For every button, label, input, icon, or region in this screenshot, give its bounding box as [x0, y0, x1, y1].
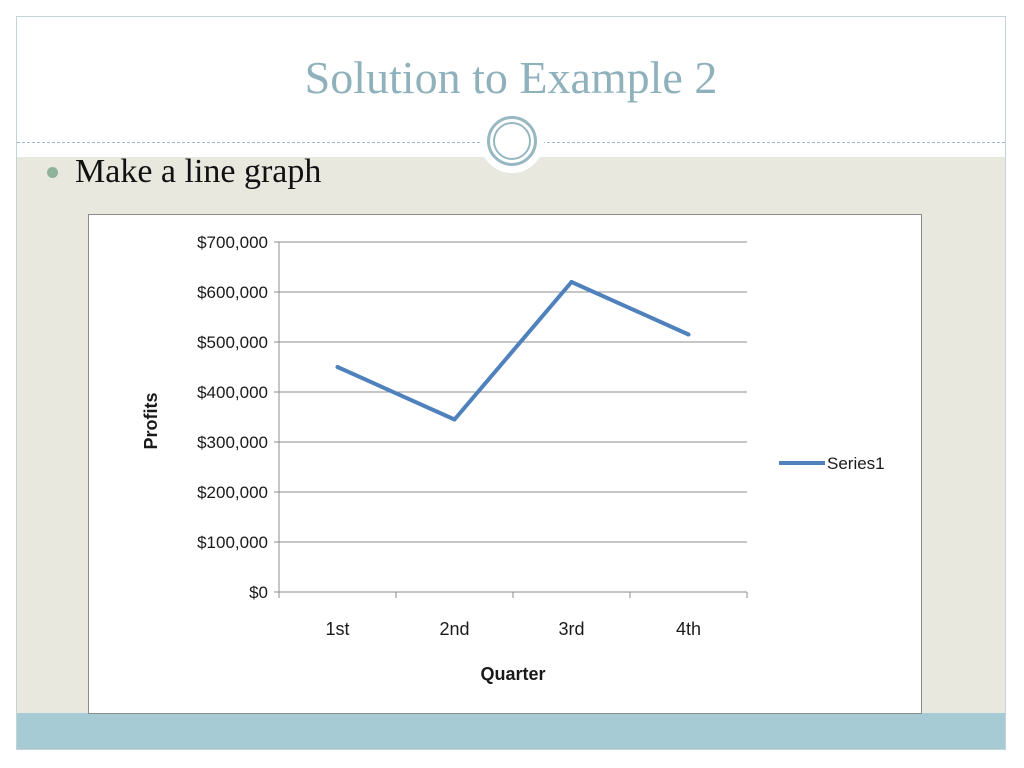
x-axis-label: Quarter	[480, 664, 545, 684]
chart-canvas: $0 $100,000 $200,000 $300,000 $400,000 $500,0…	[141, 233, 885, 684]
bullet-item: Make a line graph	[47, 153, 321, 191]
legend-entry: Series1	[827, 454, 885, 473]
line-chart: $0 $100,000 $200,000 $300,000 $400,000 $500,0…	[88, 214, 922, 714]
x-tick-label: 2nd	[439, 619, 469, 639]
y-tick-label: $400,000	[197, 383, 268, 402]
y-tick-label: $700,000	[197, 233, 268, 252]
y-tick-label: $600,000	[197, 283, 268, 302]
data-point	[452, 417, 457, 422]
x-tick-label: 1st	[325, 619, 349, 639]
series-line-series1	[336, 280, 690, 422]
y-tick-label: $300,000	[197, 433, 268, 452]
x-tick-label: 3rd	[558, 619, 584, 639]
y-tick-label: $200,000	[197, 483, 268, 502]
slide-title: Solution to Example 2	[304, 52, 718, 103]
bullet-text: Make a line graph	[75, 153, 322, 190]
y-tick-label: $500,000	[197, 333, 268, 352]
y-axis-label: Profits	[141, 392, 161, 449]
ornament-ring-outer	[487, 116, 537, 166]
ornament-ring-inner	[493, 122, 531, 160]
data-point	[686, 332, 691, 337]
y-tick-label: $0	[249, 583, 268, 602]
data-point	[335, 365, 340, 369]
footer-band	[17, 713, 1005, 749]
y-tick-label: $100,000	[197, 533, 268, 552]
slide: Solution to Example 2 Make a line graph …	[16, 16, 1006, 750]
bullet-dot-icon	[47, 166, 58, 178]
data-point	[569, 280, 574, 284]
x-tick-label: 4th	[676, 619, 701, 639]
